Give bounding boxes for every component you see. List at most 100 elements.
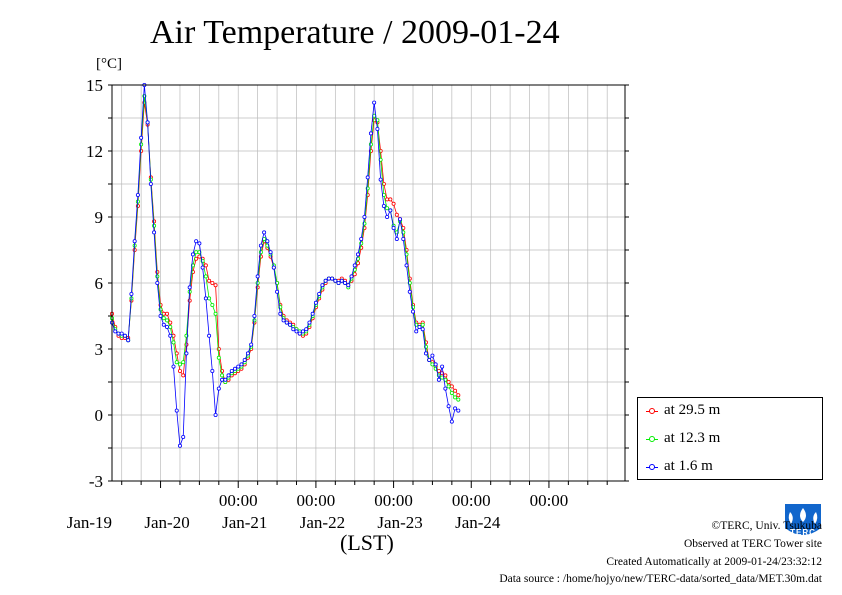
data-point <box>385 206 390 211</box>
data-point <box>194 250 199 255</box>
data-point <box>385 214 390 219</box>
data-point <box>242 357 247 362</box>
y-tick-label: 15 <box>86 76 103 95</box>
data-point <box>326 276 331 281</box>
terc-logo-icon <box>785 504 821 535</box>
data-point <box>171 364 176 369</box>
data-point <box>239 362 244 367</box>
data-point <box>232 366 237 371</box>
data-point <box>174 408 179 413</box>
y-tick-label: 9 <box>95 208 104 227</box>
data-point <box>203 274 208 279</box>
data-point <box>388 197 393 202</box>
x-axis-unit: (LST) <box>340 530 394 555</box>
data-point <box>456 393 461 398</box>
data-point <box>271 265 276 270</box>
observed-text: Observed at TERC Tower site <box>683 538 822 550</box>
data-point <box>388 208 393 213</box>
data-point <box>339 278 344 283</box>
data-point <box>148 181 153 186</box>
data-point <box>394 212 399 217</box>
data-point <box>362 214 367 219</box>
data-point <box>365 175 370 180</box>
data-point <box>281 318 286 323</box>
source-text: Data source : /home/hojyo/new/TERC-data/… <box>499 573 822 585</box>
x-tick-label-time: 00:00 <box>374 491 413 510</box>
data-point <box>443 386 448 391</box>
data-point <box>323 278 328 283</box>
data-point <box>216 355 221 360</box>
y-tick-label: -3 <box>89 472 103 491</box>
data-point <box>430 362 435 367</box>
y-tick-label: 0 <box>95 406 104 425</box>
data-point <box>190 252 195 257</box>
data-point <box>165 311 170 316</box>
chart-title: Air Temperature / 2009-01-24 <box>150 14 560 51</box>
data-point <box>385 197 390 202</box>
data-point <box>398 217 403 222</box>
data-point <box>411 309 416 314</box>
data-point <box>210 280 215 285</box>
data-point <box>265 239 270 244</box>
data-point <box>155 280 160 285</box>
data-point <box>194 239 199 244</box>
data-point <box>177 368 182 373</box>
data-point <box>229 368 234 373</box>
data-point <box>343 280 348 285</box>
data-point <box>181 434 186 439</box>
data-point <box>394 236 399 241</box>
data-point <box>391 225 396 230</box>
data-point <box>177 362 182 367</box>
data-point <box>236 364 241 369</box>
data-point <box>453 395 458 400</box>
y-tick-label: 12 <box>86 142 103 161</box>
data-point <box>456 408 461 413</box>
data-point <box>368 131 373 136</box>
data-point <box>307 320 312 325</box>
legend: at 29.5 m at 12.3 m at 1.6 m <box>637 397 823 480</box>
data-point <box>275 289 280 294</box>
y-axis-unit: [°C] <box>96 56 122 72</box>
x-tick-label-time: 00:00 <box>530 491 569 510</box>
data-point <box>258 243 263 248</box>
data-point <box>401 236 406 241</box>
data-point <box>288 322 293 327</box>
data-point <box>375 127 380 132</box>
data-point <box>404 263 409 268</box>
data-point <box>355 252 360 257</box>
created-text: Created Automatically at 2009-01-24/23:3… <box>606 556 822 568</box>
data-point <box>317 291 322 296</box>
data-point <box>216 386 221 391</box>
data-point <box>378 177 383 182</box>
legend-label: at 12.3 m <box>664 430 721 446</box>
data-series <box>110 83 461 448</box>
copyright-text: ©TERC, Univ. Tsukuba <box>711 520 822 532</box>
data-point <box>161 316 166 321</box>
data-point <box>436 377 441 382</box>
x-tick-label-date: Jan-19 <box>67 513 112 532</box>
x-tick-label-time: 00:00 <box>452 491 491 510</box>
data-point <box>210 302 215 307</box>
data-point <box>320 283 325 288</box>
data-point <box>139 135 144 140</box>
data-point <box>449 419 454 424</box>
legend-item-12-3m: at 12.3 m <box>646 430 720 447</box>
data-point <box>268 250 273 255</box>
y-tick-label: 6 <box>95 274 104 293</box>
data-point <box>310 311 315 316</box>
data-point <box>446 384 451 389</box>
x-tick-label-date: Jan-23 <box>377 513 422 532</box>
data-point <box>453 406 458 411</box>
data-point <box>346 283 351 288</box>
data-point <box>446 379 451 384</box>
data-point <box>165 318 170 323</box>
data-point <box>122 333 127 338</box>
data-point <box>449 384 454 389</box>
data-point <box>430 353 435 358</box>
data-point <box>168 333 173 338</box>
data-point <box>291 327 296 332</box>
data-point <box>436 368 441 373</box>
data-point <box>184 351 189 356</box>
data-point <box>187 285 192 290</box>
data-point <box>174 360 179 365</box>
